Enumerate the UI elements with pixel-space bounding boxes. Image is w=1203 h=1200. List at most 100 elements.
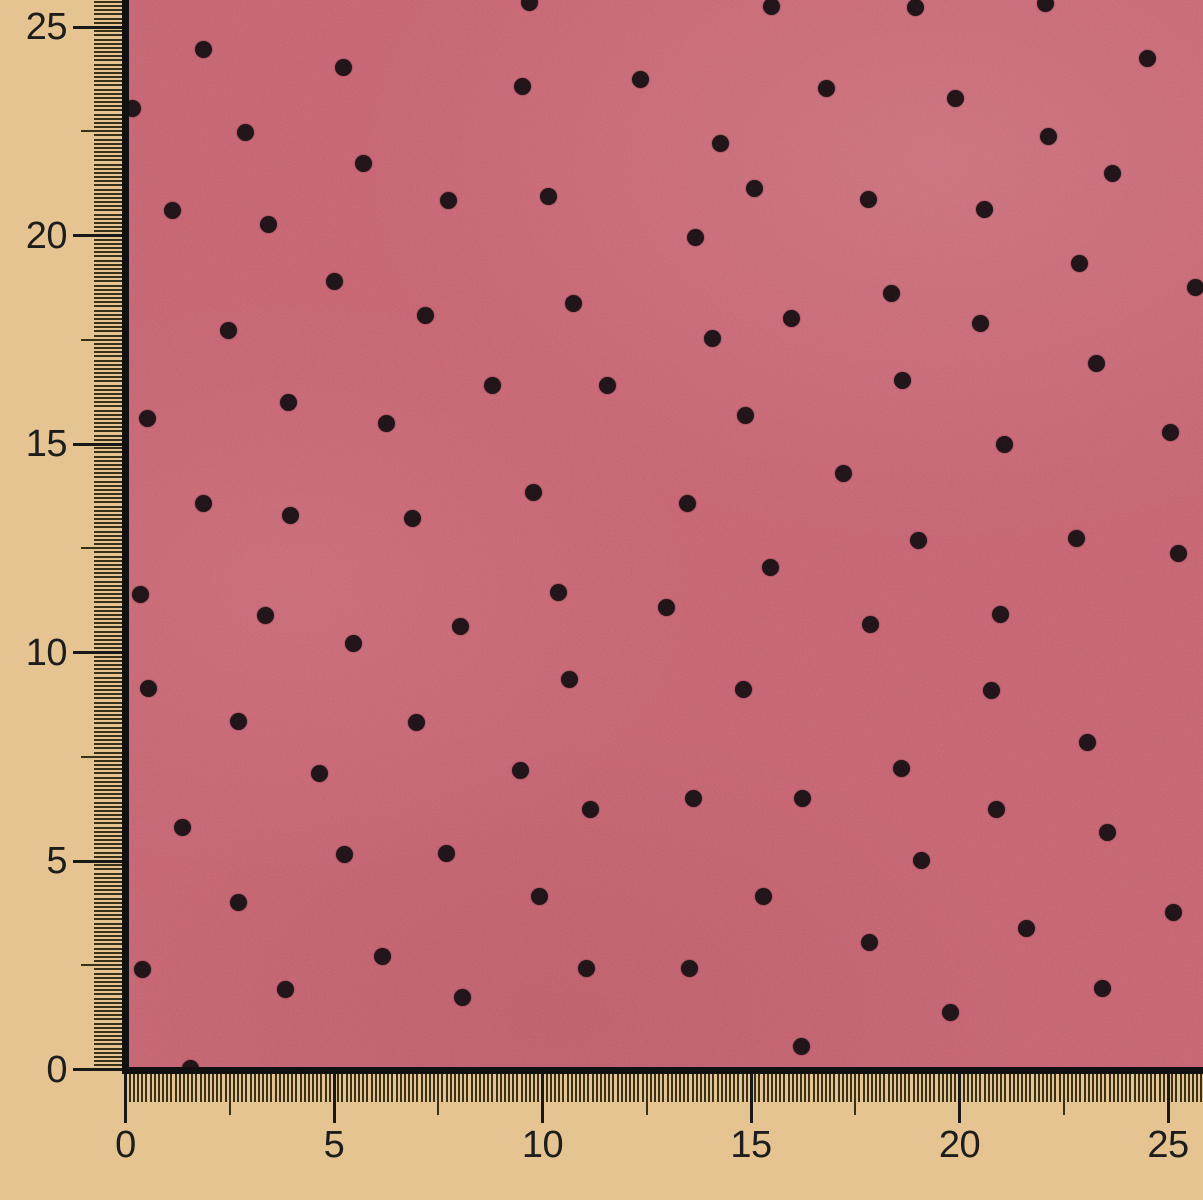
tick-mark	[975, 1074, 978, 1102]
tick-mark	[833, 1074, 836, 1102]
polka-dot	[513, 77, 531, 95]
tick-mark	[683, 1074, 686, 1102]
tick-mark	[94, 951, 122, 954]
tick-mark	[94, 1022, 122, 1025]
tick-mark	[704, 1074, 707, 1102]
tick-mark	[94, 347, 122, 350]
tick-mark	[1154, 1074, 1157, 1102]
tick-mark	[870, 1074, 873, 1102]
polka-dot	[982, 681, 1000, 699]
tick-mark	[562, 1074, 565, 1102]
tick-mark	[1171, 1074, 1174, 1102]
tick-mark	[94, 221, 122, 224]
tick-mark	[94, 155, 122, 158]
tick-mark	[94, 92, 122, 95]
tick-mark	[971, 1074, 973, 1102]
tick-mark	[94, 935, 122, 938]
tick-mark	[94, 417, 122, 420]
tick-mark	[1108, 1074, 1111, 1102]
tick-mark	[94, 317, 122, 320]
tick-mark	[94, 96, 122, 99]
polka-dot	[194, 40, 212, 58]
tick-mark	[862, 1074, 865, 1102]
polka-dot	[259, 215, 277, 233]
tick-mark	[94, 151, 122, 154]
tick-mark	[412, 1074, 415, 1102]
tick-mark	[94, 960, 122, 963]
tick-mark	[94, 401, 122, 404]
tick-mark	[645, 1074, 648, 1115]
tick-mark	[929, 1074, 932, 1102]
tick-mark	[94, 538, 122, 541]
tick-mark	[94, 121, 122, 124]
tick-mark	[324, 1074, 327, 1102]
tick-mark	[94, 880, 122, 883]
tick-mark	[1058, 1074, 1061, 1102]
tick-mark	[579, 1074, 582, 1102]
tick-mark	[708, 1074, 711, 1102]
tick-mark	[94, 672, 122, 675]
tick-mark	[94, 380, 122, 383]
tick-mark	[94, 1035, 122, 1038]
tick-mark	[1192, 1074, 1195, 1102]
tick-mark	[533, 1074, 536, 1102]
tick-mark	[94, 17, 122, 20]
tick-mark	[754, 1074, 757, 1102]
tick-mark	[470, 1074, 473, 1102]
tick-mark	[94, 201, 122, 204]
fabric-swatch	[122, 0, 1203, 1074]
tick-mark	[1150, 1074, 1153, 1102]
tick-mark	[775, 1074, 778, 1102]
tick-mark	[94, 864, 122, 867]
tick-mark	[1071, 1074, 1074, 1102]
tick-mark	[94, 113, 122, 116]
tick-mark	[94, 643, 122, 646]
tick-mark	[94, 747, 122, 750]
tick-mark	[94, 230, 122, 233]
polka-dot	[549, 583, 567, 601]
polka-dot	[859, 190, 877, 208]
polka-dot	[711, 134, 729, 152]
polka-dot	[129, 99, 141, 117]
ruler-number: 20	[938, 1124, 981, 1166]
tick-mark	[808, 1074, 811, 1102]
tick-mark	[349, 1074, 352, 1102]
tick-mark	[94, 1030, 122, 1033]
tick-mark	[966, 1074, 969, 1102]
tick-mark	[587, 1074, 590, 1102]
tick-mark	[800, 1074, 803, 1102]
tick-mark	[866, 1074, 869, 1102]
polka-dot	[403, 509, 421, 527]
tick-mark	[228, 1074, 231, 1115]
polka-dot	[163, 201, 181, 219]
tick-mark	[94, 985, 122, 988]
tick-mark	[94, 330, 122, 333]
polka-dot	[598, 376, 616, 394]
tick-mark	[94, 618, 122, 621]
polka-dot	[1098, 823, 1116, 841]
tick-mark	[1079, 1074, 1082, 1102]
tick-mark	[94, 580, 122, 583]
tick-mark	[94, 509, 122, 512]
tick-mark	[674, 1074, 677, 1102]
tick-mark	[337, 1074, 340, 1102]
polka-dot	[736, 406, 754, 424]
tick-mark	[94, 989, 122, 992]
polka-dot	[354, 154, 372, 172]
tick-mark	[94, 376, 122, 379]
tick-mark	[583, 1074, 586, 1102]
tick-mark	[73, 234, 122, 237]
tick-mark	[487, 1074, 490, 1102]
tick-mark	[94, 109, 122, 112]
tick-mark	[94, 46, 122, 49]
tick-mark	[94, 447, 122, 450]
polka-dot	[334, 58, 352, 76]
tick-mark	[94, 301, 122, 304]
tick-mark	[94, 730, 122, 733]
polka-dot	[703, 329, 721, 347]
tick-mark	[94, 630, 122, 633]
tick-mark	[1091, 1074, 1094, 1102]
polka-dot	[912, 851, 930, 869]
polka-dot	[310, 764, 328, 782]
tick-mark	[850, 1074, 853, 1102]
